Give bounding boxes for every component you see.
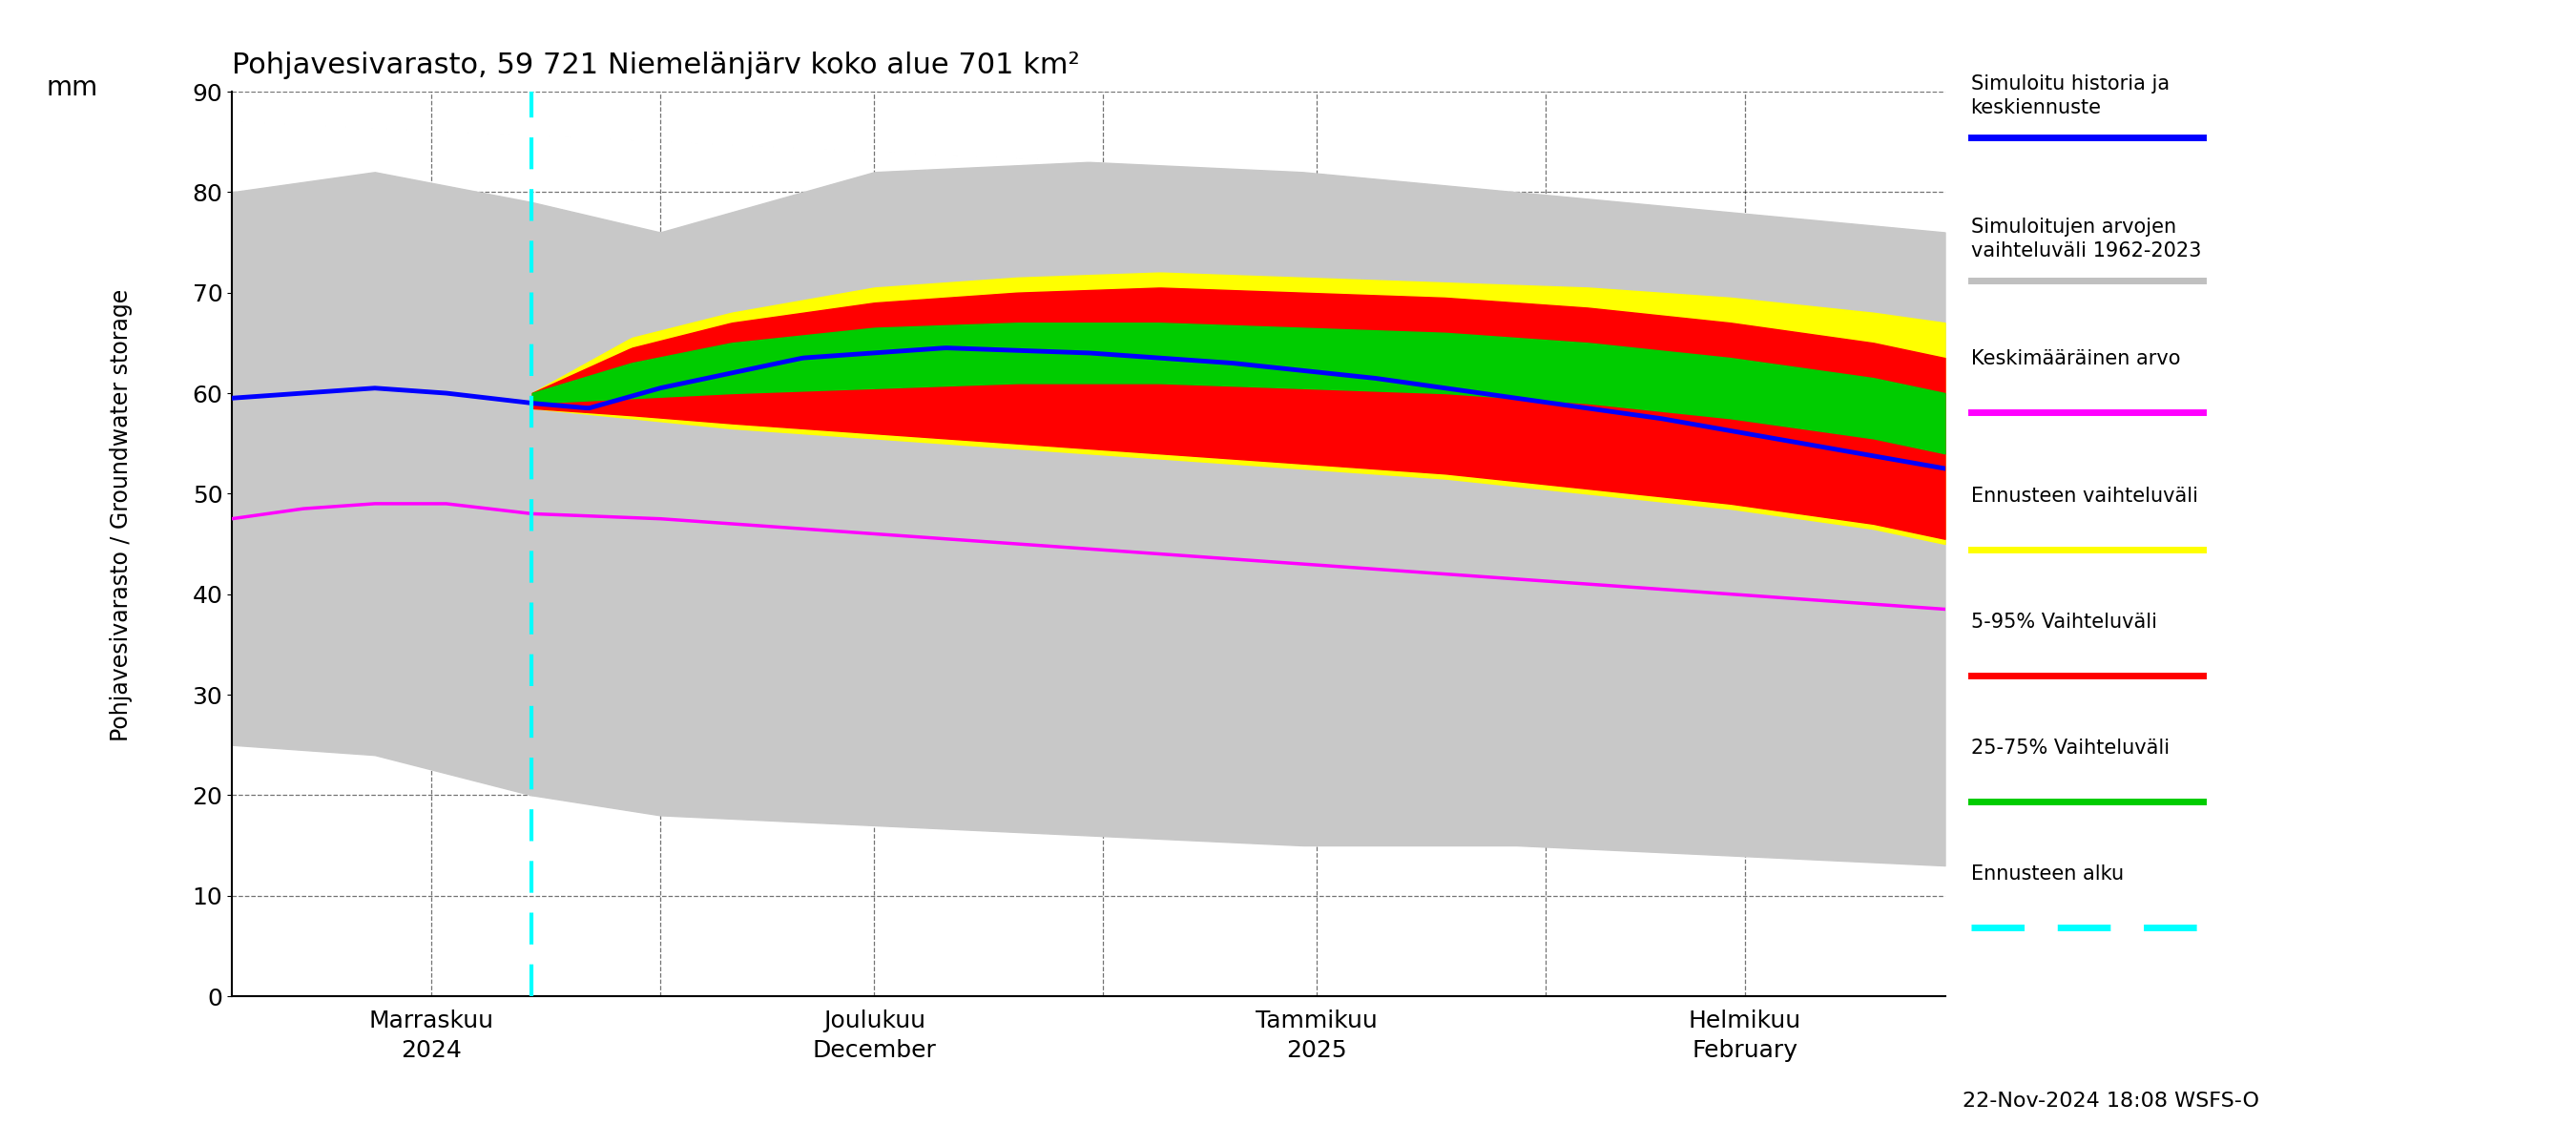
Text: mm: mm: [46, 74, 98, 101]
Text: Pohjavesivarasto / Groundwater storage: Pohjavesivarasto / Groundwater storage: [111, 289, 131, 742]
Text: Ennusteen alku: Ennusteen alku: [1971, 864, 2123, 884]
Text: 5-95% Vaihteluväli: 5-95% Vaihteluväli: [1971, 613, 2156, 632]
Text: Simuloitu historia ja
keskiennuste: Simuloitu historia ja keskiennuste: [1971, 74, 2169, 117]
Text: Pohjavesivarasto, 59 721 Niemelänjärv koko alue 701 km²: Pohjavesivarasto, 59 721 Niemelänjärv ko…: [232, 52, 1079, 79]
Text: 25-75% Vaihteluväli: 25-75% Vaihteluväli: [1971, 739, 2169, 758]
Text: Ennusteen vaihteluväli: Ennusteen vaihteluväli: [1971, 487, 2197, 506]
Text: Simuloitujen arvojen
vaihteluväli 1962-2023: Simuloitujen arvojen vaihteluväli 1962-2…: [1971, 218, 2200, 260]
Text: 22-Nov-2024 18:08 WSFS-O: 22-Nov-2024 18:08 WSFS-O: [1963, 1091, 2259, 1111]
Text: Keskimääräinen arvo: Keskimääräinen arvo: [1971, 349, 2179, 369]
